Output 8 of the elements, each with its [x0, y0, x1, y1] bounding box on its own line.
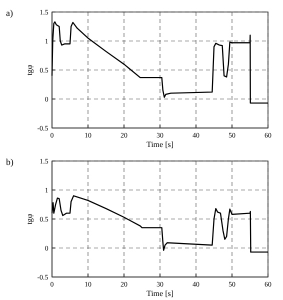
x-axis-title: Time [s]	[146, 289, 174, 298]
y-axis-title: tgφ	[25, 213, 34, 224]
line-series	[51, 21, 269, 104]
line-series	[51, 195, 269, 253]
chart-title: b)	[6, 157, 14, 167]
x-axis-title: Time [s]	[146, 140, 174, 149]
y-axis-title: tgφ	[25, 64, 34, 76]
chart-title: a)	[6, 8, 13, 18]
